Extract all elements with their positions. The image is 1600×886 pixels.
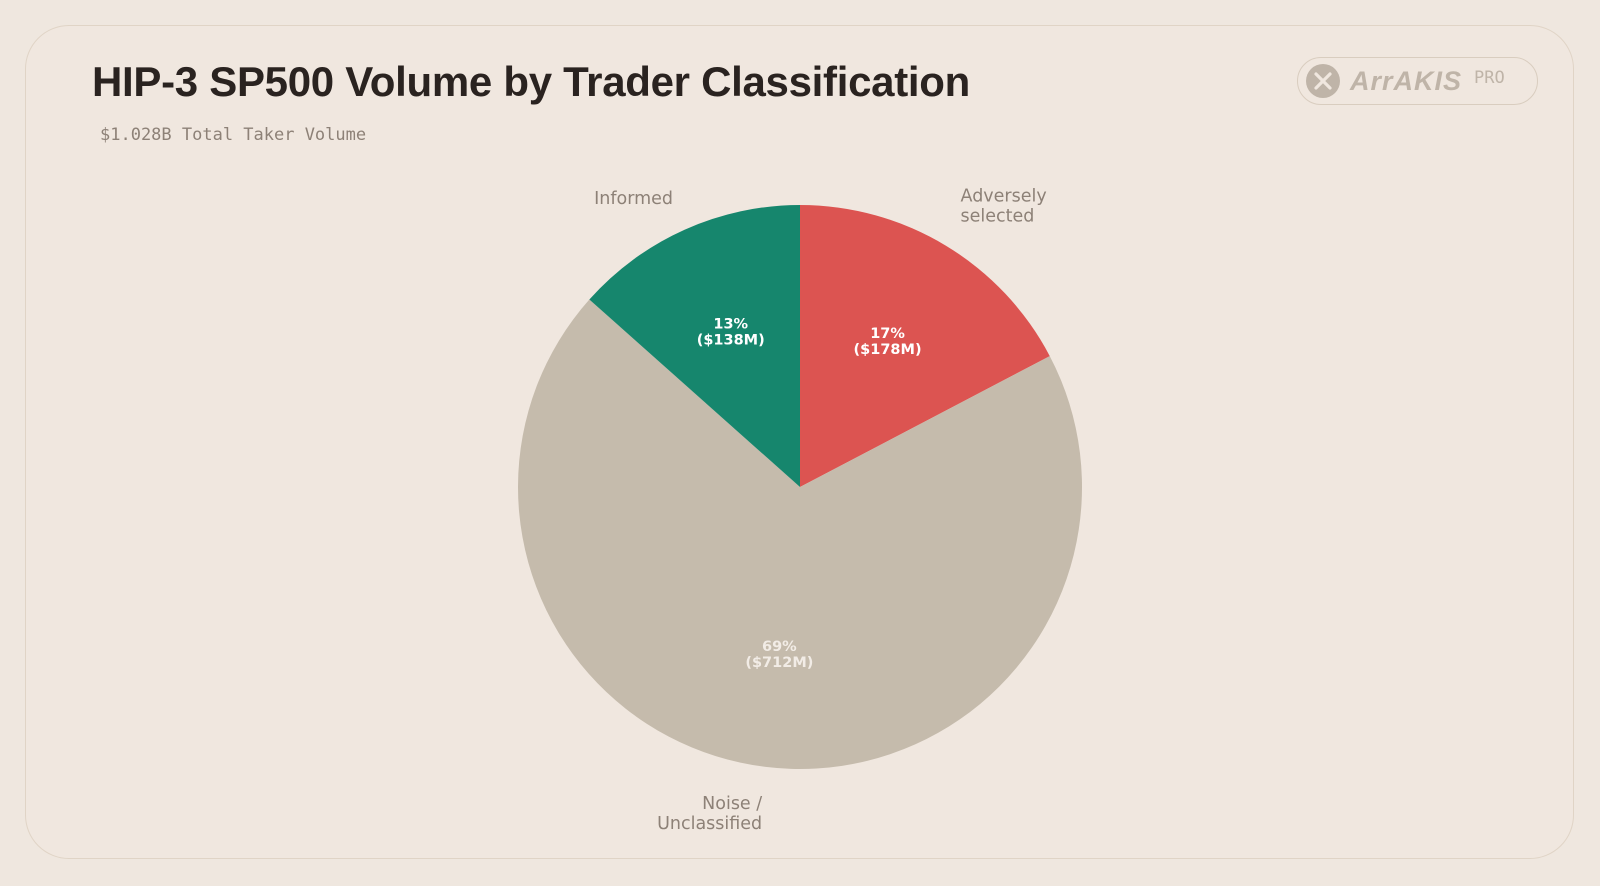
value-label-noise-unclassified: 69% ($712M): [745, 639, 813, 671]
category-label-adversely-selected: Adversely selected: [961, 187, 1047, 227]
arrakis-pro-logo: ArrAKIS PRO: [1297, 57, 1538, 105]
chart-subtitle: $1.028B Total Taker Volume: [100, 125, 367, 145]
category-label-informed: Informed: [594, 189, 673, 209]
slice-informed: [589, 205, 800, 487]
value-label-informed: 13% ($138M): [697, 317, 765, 349]
logo-wordmark: ArrAKIS: [1350, 65, 1463, 96]
chart-title: HIP-3 SP500 Volume by Trader Classificat…: [92, 58, 970, 105]
category-label-noise-unclassified: Noise / Unclassified: [657, 794, 762, 834]
arrakis-x-icon: [1306, 64, 1340, 98]
value-label-adversely-selected: 17% ($178M): [854, 326, 922, 358]
slice-noise-unclassified: [517, 299, 1082, 770]
logo-pro-badge: PRO: [1474, 68, 1505, 88]
slice-adversely-selected: [800, 205, 1050, 487]
